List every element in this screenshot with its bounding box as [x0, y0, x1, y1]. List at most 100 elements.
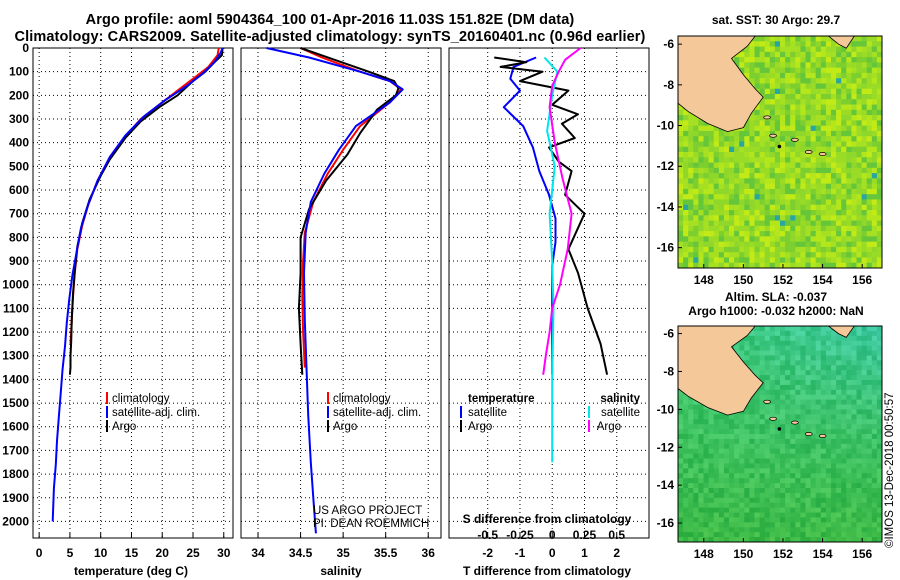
- legend-t-argo-label: Argo: [468, 421, 492, 433]
- land-islet: [791, 137, 799, 142]
- land-islet: [769, 133, 777, 138]
- y-tick-label: 500: [9, 159, 29, 173]
- map-x-tick-label: 156: [852, 273, 872, 287]
- map-x-tick-label: 148: [694, 273, 714, 287]
- y-tick-label: 2000: [2, 514, 29, 528]
- x-tick-label: 0: [36, 546, 43, 560]
- sla-map: [677, 325, 883, 543]
- map-y-tick-label: -6: [663, 37, 674, 51]
- project-annotation-line1: US ARGO PROJECT: [313, 505, 422, 517]
- y-tick-label: 1500: [2, 396, 29, 410]
- land-islet: [804, 150, 813, 154]
- series-line-satellite-adj-clim-: [51, 47, 224, 522]
- x-tick-label: 34.5: [289, 546, 313, 560]
- legend-argo-label: Argo: [112, 421, 136, 433]
- series-line-s-satellite: [543, 56, 559, 463]
- y-tick-label: 1000: [2, 278, 29, 292]
- series-line-satellite-adj-clim-: [266, 47, 404, 534]
- series-line-argo: [297, 47, 400, 375]
- series-line-s-argo: [542, 47, 582, 375]
- salinity-legend: climatology satellite-adj. clim. Argo US…: [313, 392, 429, 530]
- x-top-tick-label: 0.25: [573, 528, 597, 542]
- x-tick-label: -2: [482, 546, 493, 560]
- legend-s-argo-label: Argo: [597, 421, 621, 433]
- y-tick-label: 800: [9, 230, 29, 244]
- header-title-line2: Climatology: CARS2009. Satellite-adjuste…: [14, 29, 646, 45]
- legend-temperature-heading: temperature: [468, 393, 534, 405]
- x-tick-label: 20: [156, 546, 170, 560]
- x-tick-label: 0: [549, 546, 556, 560]
- x-tick-label: 15: [125, 546, 139, 560]
- x-tick-label: -1: [515, 546, 526, 560]
- map-x-tick-label: 152: [773, 547, 793, 561]
- legend-climatology-label: climatology: [333, 393, 391, 405]
- x-tick-label: 30: [217, 546, 231, 560]
- sla-map-title-line2: Argo h1000: -0.032 h2000: NaN: [688, 304, 863, 318]
- imos-watermark: ©IMOS 13-Dec-2018 00:50:57: [884, 392, 896, 548]
- y-tick-label: 1200: [2, 325, 29, 339]
- y-tick-label: 1900: [2, 491, 29, 505]
- series-line-argo: [68, 49, 224, 375]
- series-line-t-satellite: [502, 56, 557, 375]
- y-tick-label: 900: [9, 254, 29, 268]
- project-annotation-line2: PI: DEAN ROEMMICH: [313, 518, 429, 530]
- map-y-tick-label: -12: [657, 159, 675, 173]
- sla-map-title-line1: Altim. SLA: -0.037: [725, 290, 827, 304]
- legend-t-satellite-label: satellite: [468, 407, 507, 419]
- y-tick-label: 200: [9, 88, 29, 102]
- series-line-t-argo: [494, 56, 609, 375]
- land-new-guinea: [677, 325, 764, 416]
- x-tick-label: 35.5: [374, 546, 398, 560]
- land-islet: [804, 432, 813, 436]
- map-x-tick-label: 154: [813, 547, 833, 561]
- land-islet: [791, 420, 799, 425]
- map-y-tick-label: -8: [663, 78, 674, 92]
- x-top-tick-label: -0.25: [506, 528, 534, 542]
- series-line-climatology: [300, 47, 402, 368]
- x-tick-label: 10: [94, 546, 108, 560]
- y-tick-label: 700: [9, 207, 29, 221]
- map-y-tick-label: -10: [657, 119, 675, 133]
- temperature-xlabel: temperature (deg C): [74, 564, 188, 578]
- difference-xlabel: T difference from climatology: [463, 564, 631, 578]
- difference-xlabel-top: S difference from climatology: [463, 512, 632, 526]
- land-islet: [763, 399, 771, 404]
- x-top-tick-label: -0.5: [477, 528, 498, 542]
- x-top-tick-label: 0.5: [608, 528, 625, 542]
- map-y-tick-label: -16: [657, 516, 675, 530]
- map-x-tick-label: 152: [773, 273, 793, 287]
- map-y-tick-label: -8: [663, 364, 674, 378]
- x-tick-label: 25: [186, 546, 200, 560]
- sla-map-frame: [677, 325, 883, 543]
- y-tick-label: 1800: [2, 467, 29, 481]
- land-new-guinea: [677, 35, 764, 133]
- y-tick-label: 100: [9, 65, 29, 79]
- y-tick-label: 1300: [2, 349, 29, 363]
- land-islet: [769, 416, 777, 421]
- legend-s-satellite-label: satellite: [601, 407, 640, 419]
- map-y-tick-label: -14: [657, 478, 675, 492]
- y-tick-label: 1100: [3, 301, 29, 315]
- x-tick-label: 1: [581, 546, 588, 560]
- sst-map-title: sat. SST: 30 Argo: 29.7: [712, 13, 841, 27]
- map-y-tick-label: -12: [657, 440, 675, 454]
- y-tick-label: 0: [22, 41, 29, 55]
- difference-legend: temperature satellite Argo salinity sate…: [460, 393, 641, 433]
- y-tick-label: 400: [9, 136, 29, 150]
- map-x-tick-label: 150: [733, 547, 753, 561]
- map-x-tick-label: 148: [694, 547, 714, 561]
- x-tick-label: 2: [613, 546, 620, 560]
- x-top-tick-label: 0: [549, 528, 556, 542]
- temperature-legend: climatology satellite-adj. clim. Argo: [106, 392, 200, 433]
- map-y-tick-label: -14: [657, 200, 675, 214]
- map-y-tick-label: -6: [663, 327, 674, 341]
- y-tick-label: 300: [9, 112, 29, 126]
- land-islet: [763, 115, 771, 120]
- salinity-xlabel: salinity: [320, 564, 362, 578]
- salinity-panel-frame: [240, 47, 442, 539]
- map-y-tick-label: -10: [657, 402, 675, 416]
- x-tick-label: 35: [336, 546, 350, 560]
- y-tick-label: 1600: [2, 420, 29, 434]
- temperature-panel-frame: [32, 47, 234, 539]
- y-tick-label: 1700: [2, 443, 29, 457]
